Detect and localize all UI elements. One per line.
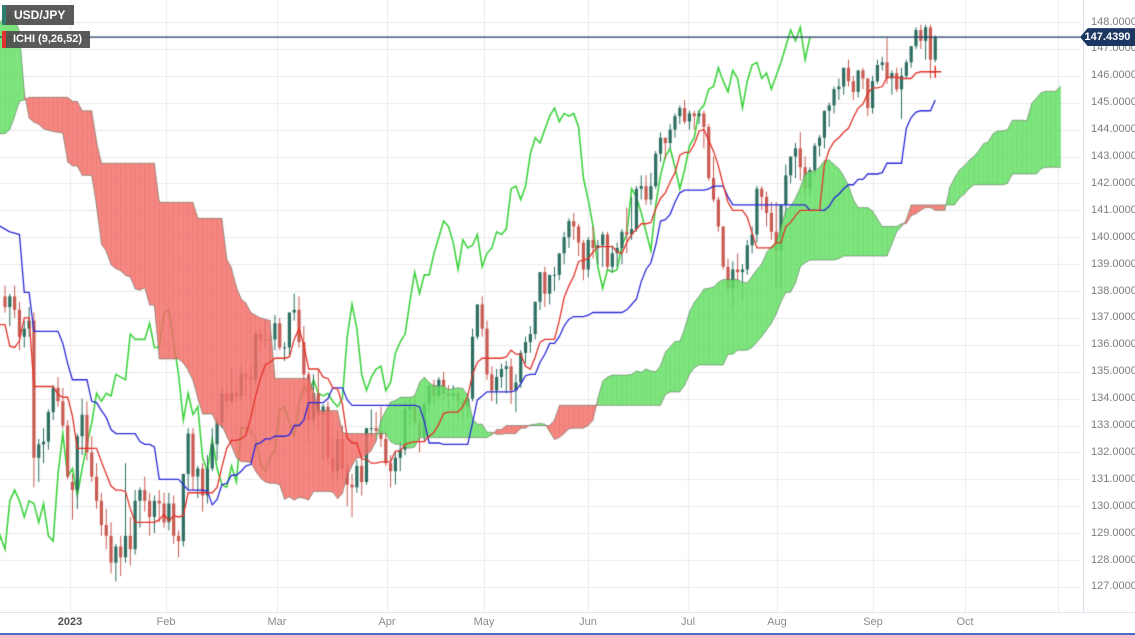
month-tick-label: Feb [156,616,176,628]
price-tick-label: 148.0000 [1091,15,1135,28]
time-axis[interactable]: 2023 Feb Mar Apr May Jun Jul Aug Sep Oct [0,613,1135,633]
indicator-label: ICHI (9,26,52) [6,31,91,48]
month-tick-label: 2023 [57,616,83,628]
last-price-badge: 147.4390 [1080,28,1135,47]
window-bottom-border [0,633,1135,635]
month-tick-label: Mar [267,616,287,628]
month-tick-label: Jul [680,616,696,628]
month-tick-label: Aug [767,616,787,628]
month-tick-label: Apr [378,616,396,628]
price-axis[interactable]: 148.0000 147.0000 146.0000 145.0000 144.0000… [1084,0,1135,612]
price-tick-label: 139.0000 [1091,257,1135,270]
indicator-accent-bar [2,31,6,48]
price-tick-label: 136.0000 [1091,338,1135,351]
price-tick-label: 130.0000 [1091,499,1135,512]
month-tick-label: Sep [863,616,883,628]
price-tick-label: 137.0000 [1091,311,1135,324]
month-tick-label: Jun [579,616,597,628]
price-tick-label: 127.0000 [1091,580,1135,593]
price-tick-label: 145.0000 [1091,96,1135,109]
axis-separator-horizontal [0,612,1135,613]
last-price-label: 147.4390 [1084,31,1131,44]
price-tick-label: 146.0000 [1091,69,1135,82]
symbol-badge[interactable]: USD/JPY [2,5,75,25]
price-tick-label: 133.0000 [1091,419,1135,431]
price-tick-label: 128.0000 [1091,553,1135,566]
price-tick-label: 131.0000 [1091,472,1135,485]
price-tick-label: 135.0000 [1091,365,1135,378]
price-tick-label: 141.0000 [1091,203,1135,216]
price-tick-label: 129.0000 [1091,526,1135,539]
price-tick-label: 140.0000 [1091,230,1135,243]
symbol-label: USD/JPY [6,5,75,25]
price-tick-label: 132.0000 [1091,445,1135,458]
price-tick-label: 144.0000 [1091,123,1135,136]
price-tick-label: 143.0000 [1091,150,1135,162]
price-tick-label: 134.0000 [1091,392,1135,405]
price-tick-label: 138.0000 [1091,284,1135,297]
price-tick-label: 142.0000 [1091,176,1135,189]
indicator-badge[interactable]: ICHI (9,26,52) [2,31,91,48]
symbol-accent-bar [2,5,6,25]
axis-separator-vertical [1083,0,1084,612]
month-tick-label: Oct [956,616,974,628]
month-tick-label: May [473,616,495,628]
